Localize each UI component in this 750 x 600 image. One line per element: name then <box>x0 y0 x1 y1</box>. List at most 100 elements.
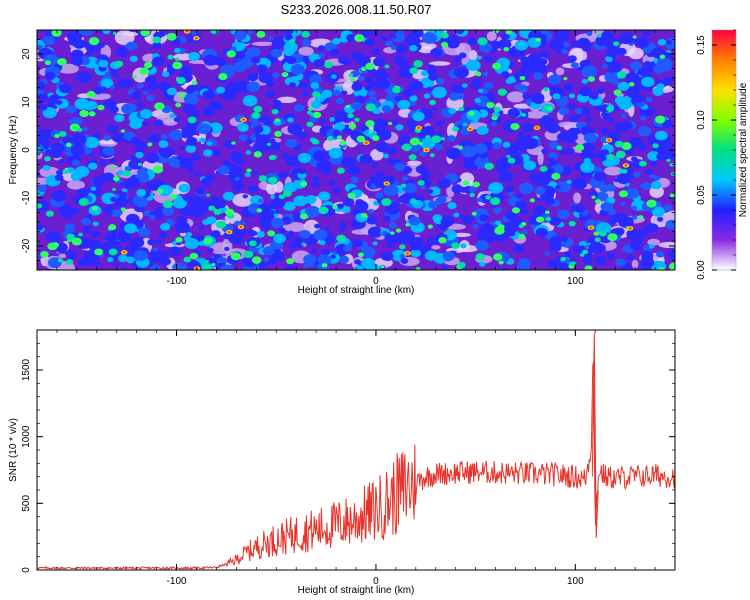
speckle-mid <box>588 190 599 198</box>
speckle-low <box>251 41 275 47</box>
speckle-mid <box>106 233 118 243</box>
speckle-mid <box>388 221 397 229</box>
speckle-peak-core <box>185 30 189 33</box>
speckle-high <box>122 170 131 177</box>
speckle-high <box>51 242 60 248</box>
speckle-high <box>411 199 418 204</box>
speckle-mid <box>318 119 326 125</box>
speckle-mid <box>534 98 542 104</box>
speckle-mid <box>166 87 177 96</box>
speckle-high <box>365 120 375 128</box>
speckle-mid <box>395 57 408 67</box>
speckle-mid <box>605 56 613 63</box>
speckle-low <box>114 30 135 46</box>
speckle-mid <box>564 251 572 258</box>
speckle-mid <box>568 102 576 109</box>
speckle-high <box>162 200 173 209</box>
speckle-mid <box>298 168 306 175</box>
speckle-mid <box>397 99 411 110</box>
speckle-high <box>462 179 470 186</box>
speckle-mid <box>383 184 399 196</box>
speckle-low <box>524 111 549 119</box>
speckle-high <box>472 181 480 188</box>
speckle-mid <box>627 254 635 260</box>
speckle-high <box>58 131 67 137</box>
speckle-low <box>555 67 565 76</box>
speckle-low <box>273 180 284 193</box>
speckle-high <box>112 187 116 191</box>
speckle-mid <box>283 182 298 193</box>
speckle-mid <box>216 86 226 94</box>
speckle-mid <box>381 105 392 113</box>
speckle-mid <box>109 85 116 90</box>
speckle-mid <box>440 215 455 227</box>
speckle-peak-core <box>122 251 126 254</box>
colorbar: 0.00 0.05 0.10 0.15 Normalized spectral amp… <box>696 29 749 280</box>
speckle-mid <box>267 257 277 265</box>
speckle-high <box>593 231 600 236</box>
speckle-mid <box>38 93 49 102</box>
speckle-high <box>613 41 620 47</box>
speckle-mid <box>428 200 439 209</box>
speckle-mid <box>299 229 311 239</box>
speckle-mid <box>350 176 359 183</box>
speckle-mid <box>283 47 295 57</box>
speckle-high <box>301 30 310 38</box>
speckle-high <box>618 190 628 198</box>
speckle-mid <box>136 102 145 109</box>
speckle-high <box>174 57 180 61</box>
speckle-high <box>226 50 236 58</box>
speckle-mid <box>154 119 164 127</box>
speckle-high <box>440 32 449 39</box>
speckle-mid <box>244 172 251 178</box>
speckle-mid <box>468 186 478 193</box>
speckle-mid <box>452 153 459 159</box>
speckle-mid <box>287 123 303 135</box>
speckle-mid <box>376 129 392 141</box>
speckle-mid <box>301 38 312 47</box>
speckle-mid <box>493 207 502 214</box>
speckle-mid <box>146 94 155 102</box>
speckle-mid <box>103 135 111 141</box>
speckle-mid <box>614 96 627 105</box>
speckle-mid <box>317 45 326 51</box>
speckle-mid <box>600 201 613 212</box>
speckle-mid <box>427 67 437 76</box>
speckle-mid <box>541 148 549 154</box>
speckle-mid <box>414 236 421 242</box>
speckle-mid <box>374 170 384 178</box>
speckle-mid <box>82 226 92 234</box>
speckle-high <box>560 256 566 262</box>
speckle-mid <box>245 139 253 145</box>
colorbar-tick-label: 0.15 <box>696 35 707 55</box>
speckle-high <box>452 126 459 132</box>
speckle-low <box>429 61 451 66</box>
speckle-high <box>652 143 659 149</box>
speckle-mid <box>317 254 332 266</box>
speckle-mid <box>158 231 168 239</box>
speckle-mid <box>263 257 270 262</box>
speckle-high <box>621 169 628 174</box>
speckle-mid <box>476 230 489 240</box>
speckle-mid <box>423 93 431 99</box>
speckle-mid <box>518 84 528 92</box>
speckle-mid <box>398 194 410 204</box>
speckle-high <box>231 141 236 145</box>
speckle-mid <box>71 57 83 66</box>
speckle-mid <box>314 223 321 229</box>
speckle-high <box>143 61 153 69</box>
speckle-mid <box>160 222 171 231</box>
speckle-mid <box>583 256 593 265</box>
speckle-high <box>356 135 366 143</box>
speckle-mid <box>371 48 381 56</box>
speckle-high <box>300 181 308 187</box>
speckle-mid <box>107 257 114 263</box>
speckle-high <box>251 112 261 119</box>
speckle-high <box>37 203 43 209</box>
speckle-mid <box>650 181 662 190</box>
speckle-mid <box>571 177 588 190</box>
speckle-mid <box>342 244 353 252</box>
speckle-mid <box>432 86 447 99</box>
speckle-high <box>213 209 222 215</box>
speckle-mid <box>215 199 227 209</box>
